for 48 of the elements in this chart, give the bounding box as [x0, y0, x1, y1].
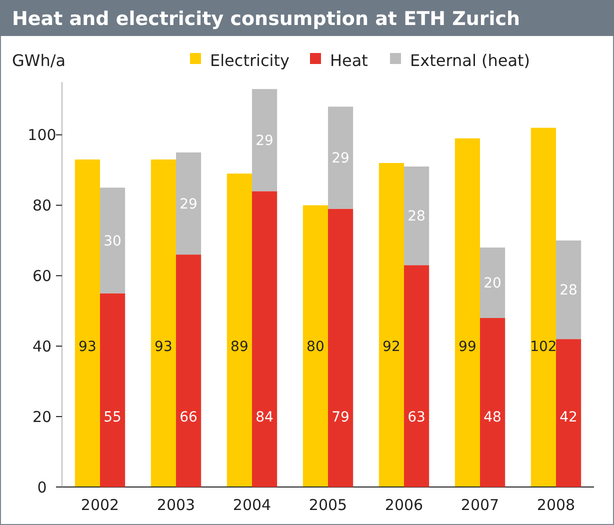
bar [100, 188, 126, 294]
data-label: 28 [560, 282, 578, 299]
legend-label: Electricity [210, 51, 290, 70]
legend-label: External (heat) [410, 51, 530, 70]
data-label: 79 [332, 409, 350, 426]
bar [556, 240, 582, 340]
data-label: 48 [484, 409, 502, 426]
data-label: 92 [382, 339, 400, 356]
data-label: 84 [256, 409, 274, 426]
data-label: 66 [180, 409, 198, 426]
data-label: 93 [78, 339, 96, 356]
x-tick-label: 2004 [232, 496, 272, 514]
data-label: 28 [408, 208, 426, 225]
legend-label: Heat [330, 51, 368, 70]
x-tick-label: 2007 [460, 496, 500, 514]
x-tick-label: 2006 [384, 496, 424, 514]
x-tick-label: 2005 [308, 496, 348, 514]
data-label: 20 [484, 276, 502, 292]
chart-title: Heat and electricity consumption at ETH Zurich [12, 8, 520, 30]
data-label: 29 [180, 196, 198, 212]
data-label: 55 [104, 409, 122, 426]
y-tick-label: 60 [32, 266, 52, 285]
data-label: 29 [256, 133, 274, 150]
data-label: 102 [530, 339, 557, 356]
data-label: 42 [560, 409, 578, 426]
bar [328, 106, 354, 209]
bar [252, 89, 278, 192]
data-label: 29 [332, 150, 350, 167]
data-label: 89 [230, 339, 248, 356]
x-tick-label: 2002 [80, 496, 120, 514]
y-tick-label: 80 [32, 196, 52, 215]
data-label: 99 [458, 339, 476, 356]
bar [176, 152, 202, 255]
y-axis-title: GWh/a [12, 51, 66, 70]
x-tick-label: 2003 [156, 496, 196, 514]
y-tick-label: 100 [28, 126, 56, 144]
y-tick-label: 20 [32, 408, 52, 426]
data-label: 63 [408, 409, 426, 426]
data-label: 80 [306, 339, 324, 356]
y-tick-label: 40 [32, 337, 52, 356]
bar [480, 248, 506, 318]
x-tick-label: 2008 [536, 496, 576, 514]
y-tick-label: 0 [37, 478, 47, 496]
data-label: 93 [154, 339, 172, 356]
data-label: 30 [104, 233, 122, 250]
bar [454, 138, 480, 487]
bar [530, 128, 556, 487]
bar [404, 166, 430, 266]
